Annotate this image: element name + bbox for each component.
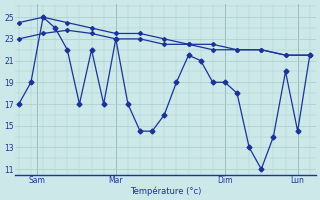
- X-axis label: Température (°c): Température (°c): [130, 186, 201, 196]
